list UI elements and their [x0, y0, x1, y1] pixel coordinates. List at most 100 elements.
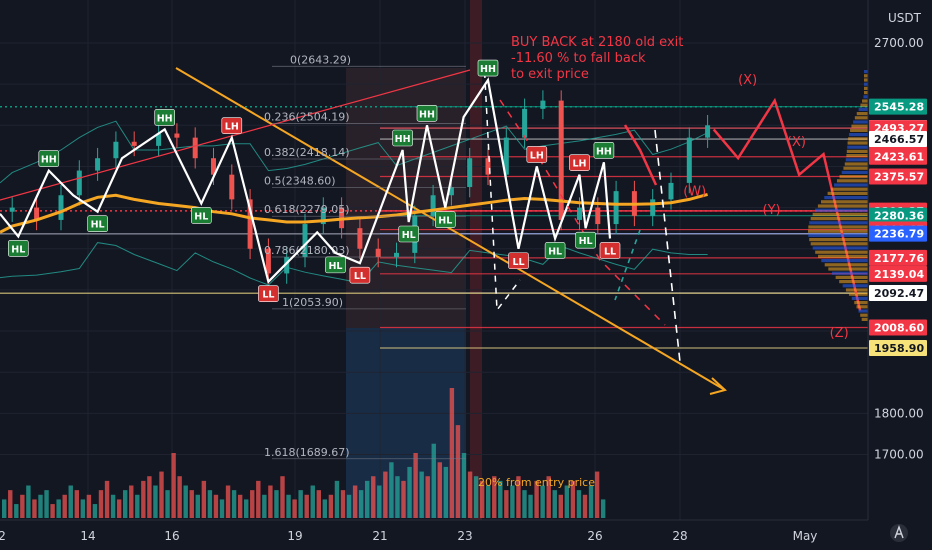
swing-badge: LH — [221, 117, 243, 134]
volume-bar — [546, 476, 551, 518]
swing-badge-text: HL — [548, 246, 562, 257]
volume-bar — [358, 490, 364, 518]
swing-badge-box — [593, 142, 615, 159]
volume-profile-bar — [812, 246, 868, 250]
volume-profile-bar — [815, 208, 868, 212]
volume-bar — [38, 494, 43, 518]
wave-label: (W) — [683, 184, 706, 199]
dashed-projection-red — [499, 99, 666, 326]
swing-badge: HH — [392, 129, 413, 147]
buyback-note-line3: to exit price — [511, 67, 589, 82]
volume-bar — [504, 490, 509, 518]
candle-body — [156, 133, 162, 146]
volume-bar — [304, 494, 309, 518]
swing-badge-box — [434, 211, 456, 228]
swing-badge-text: HH — [157, 113, 173, 124]
volume-profile-bar — [828, 267, 868, 271]
x-tick-label: 26 — [587, 529, 602, 543]
swing-badge: LL — [599, 242, 621, 259]
swing-badge-box — [508, 252, 529, 270]
volume-profile-bar — [810, 217, 868, 221]
price-label-value: 2177.76 — [874, 252, 924, 265]
swing-badge-text: LL — [354, 271, 366, 282]
swing-badge-text: HL — [91, 220, 105, 231]
candle-body — [430, 195, 436, 216]
price-label: 1958.90 — [869, 339, 927, 356]
volume-bar — [334, 480, 340, 518]
volume-bar — [14, 504, 19, 518]
volume-bar — [141, 480, 146, 518]
candle-body — [131, 141, 137, 146]
volume-profile-bar — [827, 191, 868, 195]
volume-profile-bar — [846, 154, 868, 158]
volume-profile-bar — [808, 233, 868, 237]
volume-bar — [116, 499, 122, 518]
swing-badge-text: LH — [530, 150, 544, 161]
upper-band — [0, 120, 708, 184]
fib-label: 1(2053.90) — [282, 296, 343, 309]
volume-profile-bar — [864, 70, 868, 74]
candle-body — [485, 158, 491, 175]
candle-body — [467, 158, 473, 188]
candle-body — [265, 248, 271, 274]
candle-body — [95, 158, 101, 171]
x-tick-label: 16 — [164, 529, 179, 543]
volume-profile-bar — [820, 200, 868, 204]
y-tick-label: 1700.00 — [874, 448, 924, 462]
buyback-note-line1: BUY BACK at 2180 old exit — [511, 35, 683, 50]
volume-bar — [371, 476, 376, 518]
volume-profile-bar — [848, 137, 868, 141]
volume-bar — [467, 471, 473, 518]
volume-bar — [407, 466, 412, 518]
volume-profile-bar — [831, 271, 868, 275]
swing-badge-box — [544, 242, 566, 259]
auto-scale-icon[interactable] — [890, 524, 908, 542]
volume-bar — [56, 499, 61, 518]
candle-body — [503, 137, 509, 175]
candle-body — [192, 137, 198, 159]
candle-body — [174, 133, 180, 138]
wave-projection — [712, 97, 862, 311]
swing-badge: HH — [154, 109, 175, 126]
volume-bar — [68, 485, 73, 518]
volume-profile-bar — [858, 107, 868, 111]
volume-bar — [147, 476, 152, 518]
volume-profile-bar — [842, 284, 868, 288]
swing-badge-box — [392, 129, 413, 147]
price-label: 2008.60 — [869, 319, 927, 336]
candle-body — [113, 141, 119, 159]
volume-bar — [570, 480, 576, 518]
swing-badge: HH — [38, 150, 60, 167]
price-label-box — [869, 319, 927, 336]
x-tick-label: 23 — [457, 529, 472, 543]
volume-profile-bar — [864, 74, 868, 78]
volume-profile-bar — [830, 187, 868, 191]
volume-profile-bar — [812, 212, 868, 216]
price-label-box — [869, 148, 927, 165]
fib-label: 0.786(2180.03) — [264, 244, 350, 257]
candle-body — [394, 252, 399, 257]
candle-body — [58, 195, 64, 220]
swing-badge-text: HH — [596, 146, 612, 157]
price-label-value: 2375.57 — [874, 171, 924, 184]
volume-profile-bar — [851, 124, 868, 128]
volume-bar — [492, 476, 497, 518]
volume-bar — [244, 499, 249, 518]
volume-bar — [2, 499, 7, 518]
volume-profile-bar — [844, 162, 868, 166]
candle-body — [229, 174, 235, 200]
price-label: 2545.28 — [869, 98, 927, 115]
volume-bar — [262, 494, 267, 518]
volume-profile-bar — [861, 317, 868, 321]
swing-badge-box — [8, 240, 29, 257]
volume-bar — [153, 485, 158, 518]
volume-bar — [32, 499, 37, 518]
volume-profile-bar — [835, 275, 868, 279]
volume-bar — [165, 490, 170, 518]
volume-profile-bar — [810, 242, 868, 246]
volume-bar — [207, 490, 213, 518]
volume-bar — [473, 476, 479, 518]
volume-bar — [26, 485, 31, 518]
price-label-value: 2466.57 — [874, 133, 924, 146]
